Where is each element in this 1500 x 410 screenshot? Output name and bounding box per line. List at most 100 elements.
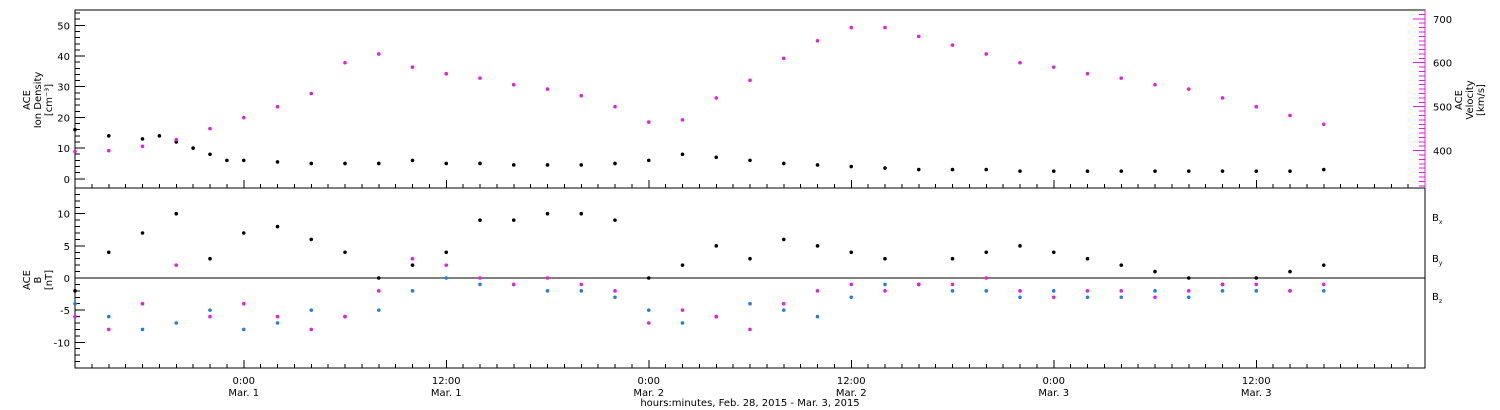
density-point — [849, 164, 854, 169]
velocity-point — [73, 149, 77, 154]
by-point — [646, 308, 651, 312]
velocity-point — [1018, 60, 1022, 65]
by-point — [849, 295, 854, 300]
by-point — [376, 308, 381, 312]
bottom-panel-data-points — [73, 211, 1326, 332]
bz-point — [208, 314, 212, 319]
velocity-point — [545, 87, 550, 91]
velocity-point — [984, 52, 989, 56]
velocity-point — [106, 148, 111, 153]
velocity-point — [376, 52, 381, 56]
x-tick-date-label: Mar. 1 — [431, 388, 462, 399]
bz-point — [950, 282, 955, 287]
bx-point — [1153, 269, 1157, 274]
top-left-tick-label: 40 — [57, 52, 70, 63]
density-point — [815, 163, 820, 167]
bx-point — [241, 231, 246, 235]
x-tick-date-label: Mar. 2 — [836, 388, 867, 399]
velocity-point — [1186, 87, 1191, 91]
bx-point — [208, 256, 212, 261]
by-point — [545, 289, 550, 293]
velocity-point — [714, 96, 719, 100]
bz-point — [545, 276, 550, 280]
bz-point — [613, 289, 617, 293]
bz-point — [343, 314, 347, 319]
top-left-ylabel: ACE Ion Density [cm⁻³] — [22, 72, 55, 129]
bz-point — [241, 301, 246, 306]
density-point — [241, 158, 246, 163]
density-point — [984, 167, 989, 172]
density-point — [444, 161, 449, 166]
velocity-point — [1220, 96, 1225, 100]
bx-point — [883, 256, 887, 261]
velocity-point — [478, 76, 482, 80]
top-right-tick-label: 700 — [1433, 15, 1452, 26]
bx-point — [1288, 269, 1292, 274]
bx-point — [849, 250, 854, 255]
by-point — [815, 314, 820, 319]
by-point — [984, 289, 989, 293]
by-point — [174, 321, 179, 325]
bottom-left-ylabel-line3: [nT] — [44, 270, 55, 290]
velocity-point — [410, 65, 415, 69]
bz-point — [781, 301, 786, 306]
bz-point — [511, 282, 516, 287]
x-tick-date-label: Mar. 3 — [1038, 388, 1069, 399]
velocity-point — [1085, 71, 1090, 76]
bx-point — [1051, 250, 1056, 255]
bottom-left-tick-label: 5 — [64, 242, 70, 253]
by-point — [781, 308, 786, 312]
bz-point — [1288, 289, 1292, 293]
density-point — [950, 167, 955, 172]
by-point — [241, 327, 246, 332]
density-point — [883, 166, 887, 170]
bx-point — [579, 211, 584, 216]
bz-point — [1119, 289, 1124, 293]
density-point — [376, 161, 381, 166]
bz-point — [815, 289, 820, 293]
x-tick-time-label: 0:00 — [233, 376, 255, 387]
bx-point — [106, 250, 111, 255]
velocity-point — [140, 144, 145, 149]
bz-point — [309, 327, 314, 332]
by-point — [1321, 289, 1326, 293]
bz-point — [478, 276, 482, 280]
by-point — [208, 308, 212, 312]
density-point — [613, 161, 617, 166]
density-point — [1288, 169, 1292, 173]
bx-point — [1018, 244, 1022, 248]
bz-point — [73, 314, 77, 319]
bx-point — [309, 237, 314, 242]
bx-point — [343, 250, 347, 255]
velocity-point — [1321, 122, 1326, 127]
density-point — [781, 161, 786, 166]
bx-point — [714, 244, 719, 248]
top-left-ylabel-line1: ACE — [22, 90, 33, 110]
velocity-point — [241, 115, 246, 120]
top-right-ticks: 400 500 600 700 — [1413, 13, 1452, 187]
by-point — [1153, 289, 1157, 293]
density-point — [579, 163, 584, 167]
bz-point — [1254, 282, 1259, 287]
bz-point — [849, 282, 854, 287]
velocity-point — [343, 60, 347, 65]
by-point — [950, 289, 955, 293]
density-point — [140, 137, 145, 141]
bz-point — [444, 263, 449, 267]
x-tick-time-label: 12:00 — [837, 376, 866, 387]
velocity-point — [1254, 104, 1259, 109]
bz-point — [140, 301, 145, 306]
by-point — [1220, 289, 1225, 293]
bz-point — [410, 256, 415, 261]
velocity-point — [208, 126, 212, 131]
bottom-left-ylabel-line2: B — [33, 276, 44, 283]
velocity-point — [781, 56, 786, 61]
x-tick-time-label: 12:00 — [1242, 376, 1271, 387]
density-point — [916, 167, 921, 172]
by-point — [1085, 295, 1090, 300]
velocity-point — [646, 120, 651, 124]
by-point — [106, 314, 111, 319]
by-point — [680, 321, 685, 325]
top-left-tick-label: 50 — [57, 21, 70, 32]
